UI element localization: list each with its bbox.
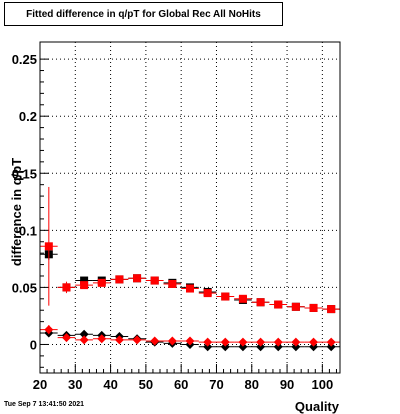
y-tick-label: 0 bbox=[30, 337, 37, 352]
diamond-marker bbox=[256, 342, 266, 352]
square-marker bbox=[168, 279, 177, 288]
square-marker bbox=[203, 289, 212, 298]
square-marker bbox=[62, 283, 71, 292]
x-tick-label: 90 bbox=[280, 377, 294, 392]
diamond-marker bbox=[150, 336, 160, 346]
x-tick-label: 20 bbox=[33, 377, 47, 392]
diamond-marker bbox=[61, 333, 71, 343]
diamond-marker bbox=[185, 336, 195, 346]
diamond-marker bbox=[309, 342, 319, 352]
diamond-marker bbox=[97, 334, 107, 344]
diamond-marker bbox=[167, 336, 177, 346]
diamond-marker bbox=[114, 335, 124, 345]
diamond-marker bbox=[203, 337, 213, 347]
diamond-marker bbox=[326, 337, 336, 347]
diamond-marker bbox=[273, 337, 283, 347]
diamond-marker bbox=[238, 337, 248, 347]
x-tick-label: 50 bbox=[139, 377, 153, 392]
y-tick-label: 0.1 bbox=[19, 223, 37, 238]
square-marker bbox=[309, 303, 318, 312]
diamond-marker bbox=[79, 329, 89, 339]
square-marker bbox=[133, 274, 142, 283]
square-marker bbox=[256, 298, 265, 307]
diamond-marker bbox=[256, 337, 266, 347]
y-tick-label: 0.05 bbox=[12, 280, 37, 295]
footer-timestamp: Tue Sep 7 13:41:50 2021 bbox=[4, 401, 85, 408]
diamond-marker bbox=[273, 342, 283, 352]
diamond-marker bbox=[238, 342, 248, 352]
plot-frame bbox=[39, 41, 341, 374]
diamond-marker bbox=[132, 335, 142, 345]
square-marker bbox=[150, 276, 159, 285]
y-tick-label: 0.25 bbox=[12, 52, 37, 67]
axis-ticks: 20 30 40 50 60 70 80 90 100 0 0.05 0.1 0.15 0.2 0.25 bbox=[12, 52, 337, 392]
diamond-marker bbox=[220, 337, 230, 347]
diamond-marker bbox=[79, 335, 89, 345]
square-marker bbox=[327, 305, 336, 314]
diamond-marker bbox=[220, 342, 230, 352]
diamond-marker bbox=[291, 337, 301, 347]
data-layer bbox=[40, 186, 340, 352]
x-tick-label: 80 bbox=[245, 377, 259, 392]
square-marker bbox=[186, 284, 194, 293]
x-axis-label: Quality bbox=[295, 399, 340, 414]
y-tick-label: 0.15 bbox=[12, 166, 37, 181]
diamond-marker bbox=[291, 342, 301, 352]
square-marker bbox=[97, 278, 106, 287]
x-tick-label: 60 bbox=[174, 377, 188, 392]
diamond-marker bbox=[44, 325, 54, 335]
x-tick-label: 40 bbox=[103, 377, 117, 392]
square-marker bbox=[80, 276, 89, 285]
y-axis-label: difference in q/pT bbox=[9, 158, 24, 266]
x-tick-label: 100 bbox=[312, 377, 334, 392]
diamond-marker bbox=[326, 342, 336, 352]
chart-title: Fitted difference in q/pT for Global Rec… bbox=[4, 2, 283, 26]
square-marker bbox=[44, 242, 53, 251]
x-tick-label: 70 bbox=[209, 377, 223, 392]
square-marker bbox=[221, 292, 230, 301]
y-tick-label: 0.2 bbox=[19, 109, 37, 124]
square-marker bbox=[291, 302, 300, 311]
square-marker bbox=[80, 281, 89, 290]
square-marker bbox=[238, 294, 247, 303]
grid-layer bbox=[40, 42, 340, 373]
square-marker bbox=[274, 300, 283, 309]
diamond-marker bbox=[203, 342, 213, 352]
square-marker bbox=[115, 275, 124, 284]
x-tick-label: 30 bbox=[68, 377, 82, 392]
diamond-marker bbox=[309, 337, 319, 347]
